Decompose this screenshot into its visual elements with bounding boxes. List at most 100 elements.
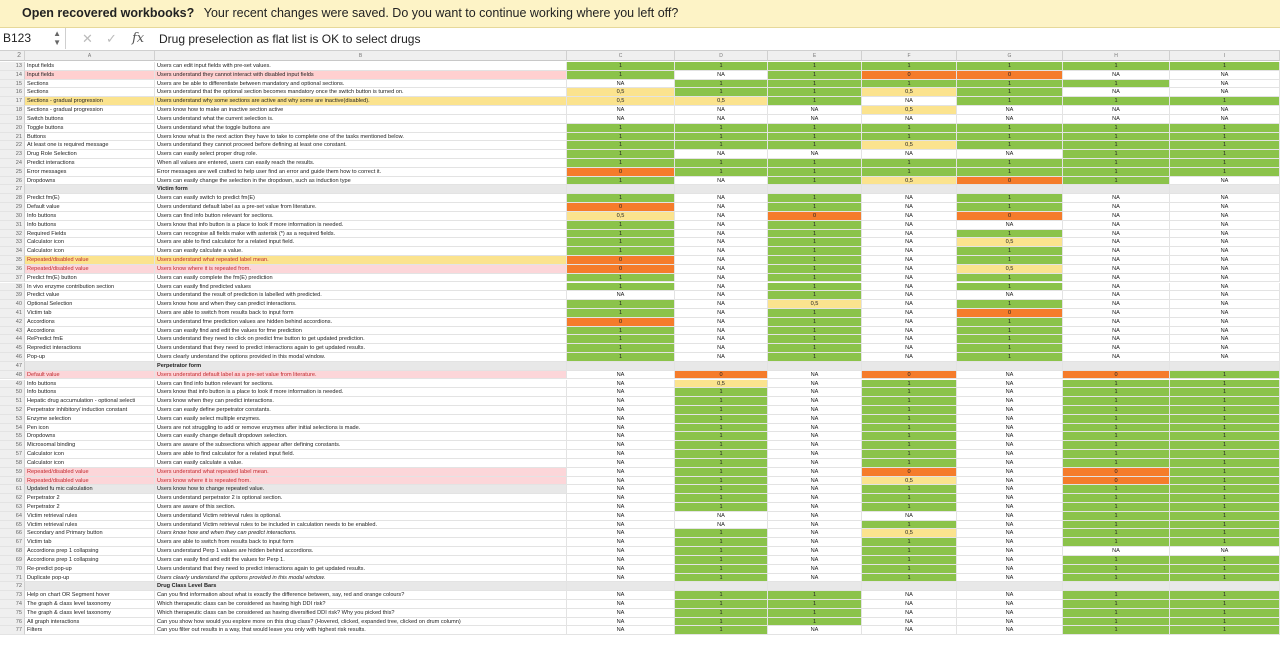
cell-score[interactable]: 1 <box>1170 608 1280 618</box>
cell-score[interactable]: NA <box>957 370 1063 380</box>
cell-score[interactable]: NA <box>862 291 957 301</box>
cell-score[interactable]: 1 <box>1170 97 1280 107</box>
cell-task[interactable]: Users understand they cannot interact wi… <box>155 70 567 80</box>
cell-score[interactable]: NA <box>957 520 1063 530</box>
cell-task[interactable]: Users know what is the next action they … <box>155 132 567 142</box>
row-number[interactable]: 36 <box>0 264 25 274</box>
cell-feature[interactable]: Enzyme selection <box>25 414 155 424</box>
cell-score[interactable]: NA <box>957 626 1063 636</box>
cell-score[interactable]: NA <box>862 97 957 107</box>
cell-score[interactable]: NA <box>567 388 675 398</box>
cell-score[interactable]: 1 <box>1063 167 1170 177</box>
cell-task[interactable]: Users can easily define perpetrator cons… <box>155 405 567 415</box>
cell-score[interactable]: 1 <box>862 414 957 424</box>
cell-feature[interactable] <box>25 582 155 592</box>
cell-score[interactable]: 1 <box>567 62 675 71</box>
cell-score[interactable]: 1 <box>957 344 1063 354</box>
cell-score[interactable]: 1 <box>567 238 675 248</box>
cell-score[interactable]: NA <box>862 626 957 636</box>
row-number[interactable]: 55 <box>0 432 25 442</box>
row-number[interactable]: 45 <box>0 344 25 354</box>
row-number[interactable]: 72 <box>0 582 25 592</box>
cell-score[interactable]: 1 <box>957 167 1063 177</box>
cell-score[interactable]: 1 <box>1063 600 1170 609</box>
cell-score[interactable]: NA <box>1170 256 1280 265</box>
row-number[interactable]: 26 <box>0 176 25 186</box>
row-number[interactable]: 41 <box>0 308 25 318</box>
cell-task[interactable]: Users can easily find and edit the value… <box>155 555 567 565</box>
cell-feature[interactable]: Updated fu mic calculation <box>25 485 155 495</box>
cell-feature[interactable]: Help on chart OR Segment hover <box>25 591 155 600</box>
cell-score[interactable]: NA <box>567 555 675 565</box>
cell-task[interactable]: Users know how and when they can predict… <box>155 300 567 309</box>
cell-score[interactable] <box>957 361 1063 371</box>
cell-task[interactable]: Users understand what repeated label mea… <box>155 467 567 477</box>
cell-score[interactable]: NA <box>675 70 768 80</box>
cell-score[interactable]: NA <box>957 220 1063 230</box>
row-number[interactable]: 48 <box>0 370 25 380</box>
cell-score[interactable]: 1 <box>1063 494 1170 503</box>
cell-feature[interactable]: Repeated/disabled value <box>25 256 155 265</box>
cell-score[interactable]: NA <box>675 150 768 159</box>
row-number[interactable]: 43 <box>0 326 25 336</box>
row-number[interactable]: 39 <box>0 291 25 301</box>
row-number[interactable]: 46 <box>0 353 25 362</box>
row-number[interactable]: 70 <box>0 564 25 574</box>
cell-score[interactable]: NA <box>1063 229 1170 239</box>
cell-score[interactable]: 1 <box>957 317 1063 327</box>
cell-feature[interactable]: Perpetrator inhibitory/ induction consta… <box>25 405 155 415</box>
cell-score[interactable]: NA <box>1170 203 1280 212</box>
cell-score[interactable]: NA <box>675 291 768 301</box>
cell-score[interactable]: NA <box>768 476 862 486</box>
cell-feature[interactable]: Calculator icon <box>25 450 155 459</box>
cell-score[interactable]: NA <box>862 344 957 354</box>
cell-score[interactable]: 1 <box>1063 97 1170 107</box>
cell-score[interactable]: NA <box>567 405 675 415</box>
row-number[interactable]: 76 <box>0 617 25 627</box>
cell-score[interactable]: NA <box>1170 264 1280 274</box>
cell-score[interactable]: NA <box>1170 282 1280 292</box>
row-number[interactable]: 24 <box>0 159 25 168</box>
cell-feature[interactable]: Accordions prep 1 collapsing <box>25 555 155 565</box>
cell-task[interactable]: Users can easily complete the fm(E) pred… <box>155 273 567 283</box>
cell-feature[interactable]: Sections - gradual progression <box>25 106 155 115</box>
cell-score[interactable] <box>1063 582 1170 592</box>
cell-score[interactable]: 0 <box>957 308 1063 318</box>
cell-feature[interactable]: Predict value <box>25 291 155 301</box>
cell-score[interactable]: 1 <box>957 132 1063 142</box>
cell-score[interactable]: NA <box>957 441 1063 451</box>
banner-question[interactable]: Open recovered workbooks? <box>22 6 195 20</box>
cell-task[interactable]: Users are able to find calculator for a … <box>155 238 567 248</box>
column-header-f[interactable]: F <box>862 51 957 61</box>
cell-score[interactable]: 1 <box>567 159 675 168</box>
cell-score[interactable]: 1 <box>862 494 957 503</box>
cell-score[interactable] <box>768 185 862 195</box>
cell-score[interactable]: 1 <box>675 503 768 512</box>
cell-score[interactable]: 1 <box>567 247 675 257</box>
cell-score[interactable]: 0,5 <box>862 529 957 539</box>
row-number[interactable]: 32 <box>0 229 25 239</box>
cell-score[interactable] <box>1170 185 1280 195</box>
cell-score[interactable]: 1 <box>957 141 1063 151</box>
cell-score[interactable] <box>862 361 957 371</box>
cell-score[interactable]: 0 <box>957 211 1063 221</box>
cell-score[interactable]: NA <box>768 573 862 583</box>
cell-feature[interactable]: Optional Selection <box>25 300 155 309</box>
cell-score[interactable]: NA <box>957 547 1063 556</box>
row-number[interactable]: 22 <box>0 141 25 151</box>
cell-score[interactable]: 1 <box>675 159 768 168</box>
cell-score[interactable]: 1 <box>675 141 768 151</box>
cell-score[interactable]: 0 <box>1063 476 1170 486</box>
cell-score[interactable]: NA <box>567 467 675 477</box>
cell-score[interactable]: NA <box>768 432 862 442</box>
cell-score[interactable]: 1 <box>1170 573 1280 583</box>
cell-score[interactable]: NA <box>957 600 1063 609</box>
cell-task[interactable]: Users know where it is repeated from. <box>155 264 567 274</box>
cell-score[interactable]: NA <box>768 106 862 115</box>
cell-task[interactable]: Users understand what repeated label mea… <box>155 256 567 265</box>
cell-score[interactable]: NA <box>1063 264 1170 274</box>
cell-task[interactable]: Users know that info button is a place t… <box>155 388 567 398</box>
cell-task[interactable]: Users can easily find and edit the value… <box>155 326 567 336</box>
cell-score[interactable]: 0,5 <box>862 88 957 98</box>
cell-task[interactable]: Users understand they need to click on p… <box>155 335 567 345</box>
